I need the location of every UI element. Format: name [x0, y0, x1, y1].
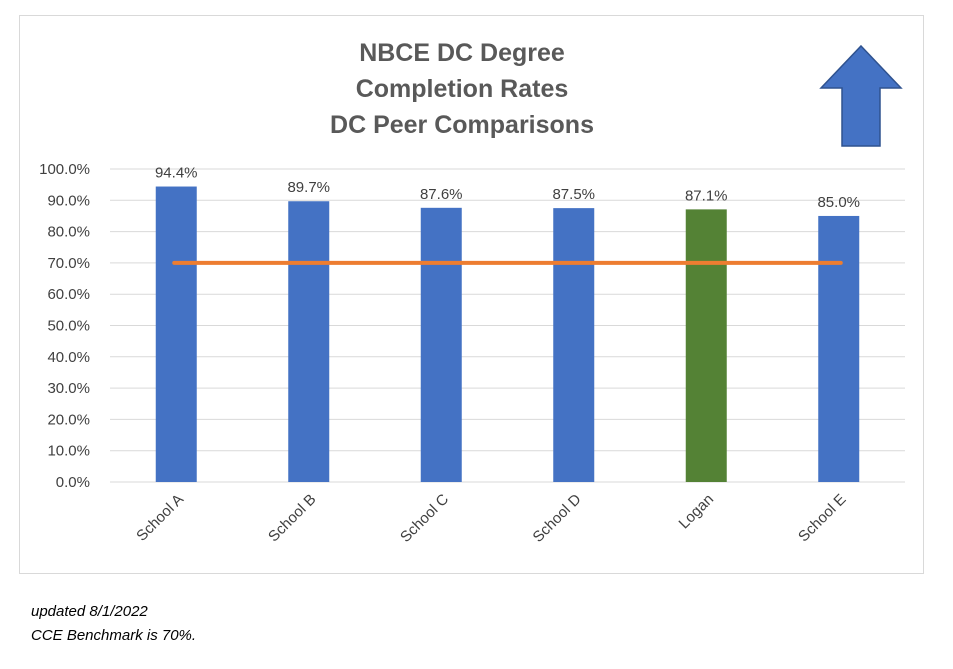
- x-axis-categories: School A School B School C School D Logan Sch…: [133, 491, 849, 546]
- y-tick-label: 70.0%: [47, 255, 90, 272]
- y-tick-label: 90.0%: [47, 192, 90, 209]
- bar: [685, 209, 727, 482]
- data-label: 87.5%: [552, 186, 595, 203]
- footnote-updated: updated 8/1/2022: [31, 603, 148, 620]
- y-tick-label: 80.0%: [47, 224, 90, 241]
- chart-title-line: Completion Rates: [356, 75, 569, 103]
- x-category-label: School B: [265, 491, 319, 545]
- y-tick-label: 20.0%: [47, 411, 90, 428]
- bar: [420, 207, 462, 482]
- bar: [818, 215, 860, 482]
- data-label: 87.6%: [420, 186, 463, 203]
- data-label: 94.4%: [155, 165, 198, 182]
- y-tick-label: 10.0%: [47, 443, 90, 460]
- y-tick-label: 30.0%: [47, 380, 90, 397]
- y-tick-label: 0.0%: [56, 474, 90, 491]
- up-arrow-icon: [819, 44, 903, 147]
- y-tick-label: 50.0%: [47, 318, 90, 335]
- chart-area: NBCE DC Degree Completion Rates DC Peer Co…: [19, 15, 924, 574]
- data-label: 89.7%: [287, 179, 330, 196]
- data-label: 87.1%: [685, 187, 728, 204]
- x-category-label: School A: [133, 491, 187, 545]
- up-arrow-icon-shape: [819, 44, 903, 147]
- bars: [155, 186, 860, 482]
- bar: [155, 186, 197, 482]
- x-category-label: School E: [795, 491, 849, 545]
- data-labels: 94.4% 89.7% 87.6% 87.5% 87.1% 85.0%: [155, 165, 860, 211]
- footnote-benchmark: CCE Benchmark is 70%.: [31, 627, 197, 644]
- chart-title-line: DC Peer Comparisons: [330, 111, 594, 139]
- y-axis-ticks: 0.0% 10.0% 20.0% 30.0% 40.0% 50.0% 60.0% 70.0% 8…: [39, 161, 90, 491]
- x-category-label: School C: [397, 491, 452, 546]
- x-category-label: Logan: [676, 491, 718, 533]
- gridlines: [110, 168, 905, 483]
- chart-title-line: NBCE DC Degree: [359, 39, 565, 67]
- bar-chart: NBCE DC Degree Completion Rates DC Peer Co…: [39, 39, 905, 546]
- chart-title: NBCE DC Degree Completion Rates DC Peer Co…: [330, 39, 594, 139]
- y-tick-label: 60.0%: [47, 286, 90, 303]
- y-tick-label: 40.0%: [47, 349, 90, 366]
- bar: [553, 208, 595, 482]
- bar: [288, 201, 330, 482]
- y-tick-label: 100.0%: [39, 161, 90, 178]
- x-category-label: School D: [530, 491, 585, 546]
- data-label: 85.0%: [817, 194, 860, 211]
